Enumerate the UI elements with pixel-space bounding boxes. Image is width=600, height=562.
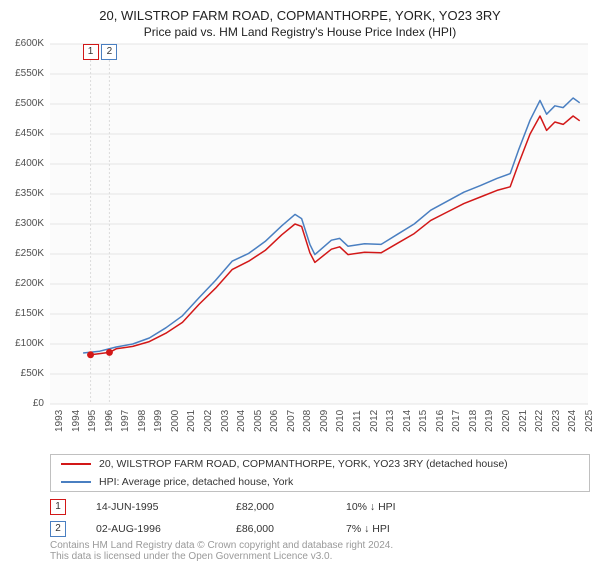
x-tick-label: 2009 — [319, 410, 330, 432]
y-tick-label: £150K — [0, 308, 44, 319]
x-tick-label: 2020 — [501, 410, 512, 432]
footer-line-1: Contains HM Land Registry data © Crown c… — [50, 540, 393, 551]
legend-swatch — [61, 481, 91, 483]
x-tick-label: 2018 — [468, 410, 479, 432]
x-tick-label: 2000 — [170, 410, 181, 432]
y-tick-label: £100K — [0, 338, 44, 349]
x-tick-label: 2013 — [385, 410, 396, 432]
x-tick-label: 1999 — [153, 410, 164, 432]
x-tick-label: 2025 — [584, 410, 595, 432]
y-tick-label: £50K — [0, 368, 44, 379]
marker-flag: 2 — [50, 521, 66, 537]
x-tick-label: 2016 — [435, 410, 446, 432]
y-tick-label: £500K — [0, 98, 44, 109]
x-tick-label: 2004 — [236, 410, 247, 432]
chart-svg — [50, 44, 588, 404]
legend-text: 20, WILSTROP FARM ROAD, COPMANTHORPE, YO… — [99, 458, 508, 470]
marker-flag: 2 — [101, 44, 117, 60]
x-tick-label: 2010 — [335, 410, 346, 432]
series-line — [91, 116, 580, 355]
x-tick-label: 1997 — [120, 410, 131, 432]
x-tick-label: 2021 — [518, 410, 529, 432]
x-tick-label: 2005 — [253, 410, 264, 432]
series-line — [83, 98, 580, 353]
x-tick-label: 2006 — [269, 410, 280, 432]
y-tick-label: £600K — [0, 38, 44, 49]
y-tick-label: £0 — [0, 398, 44, 409]
marker-flag: 1 — [83, 44, 99, 60]
chart-area: £0 £50K £100K £150K £200K £250K £300K £350K £400… — [0, 44, 600, 432]
x-tick-label: 2002 — [203, 410, 214, 432]
page: 20, WILSTROP FARM ROAD, COPMANTHORPE, YO… — [0, 0, 600, 560]
x-tick-label: 1996 — [104, 410, 115, 432]
x-tick-label: 2022 — [534, 410, 545, 432]
chart-subtitle: Price paid vs. HM Land Registry's House … — [0, 23, 600, 39]
x-tick-label: 2007 — [286, 410, 297, 432]
x-tick-label: 1998 — [137, 410, 148, 432]
x-tick-label: 2011 — [352, 410, 363, 432]
transaction-delta: 10% ↓ HPI — [346, 501, 396, 513]
x-tick-label: 2023 — [551, 410, 562, 432]
transaction-list: 1 14-JUN-1995£82,00010% ↓ HPI 2 02-AUG-1996… — [50, 496, 588, 540]
plot-region — [50, 44, 588, 404]
transaction-point — [87, 351, 94, 358]
y-tick-label: £200K — [0, 278, 44, 289]
legend-row: HPI: Average price, detached house, York — [51, 473, 589, 491]
legend-row: 20, WILSTROP FARM ROAD, COPMANTHORPE, YO… — [51, 455, 589, 473]
x-tick-label: 1994 — [71, 410, 82, 432]
x-tick-label: 1995 — [87, 410, 98, 432]
footer-line-2: This data is licensed under the Open Gov… — [50, 551, 393, 562]
legend: 20, WILSTROP FARM ROAD, COPMANTHORPE, YO… — [50, 454, 590, 492]
transaction-row: 1 14-JUN-1995£82,00010% ↓ HPI — [50, 496, 588, 518]
x-tick-label: 2015 — [418, 410, 429, 432]
transaction-row: 2 02-AUG-1996£86,0007% ↓ HPI — [50, 518, 588, 540]
transaction-date: 14-JUN-1995 — [96, 501, 236, 513]
y-tick-label: £350K — [0, 188, 44, 199]
transaction-price: £82,000 — [236, 501, 346, 513]
y-tick-label: £550K — [0, 68, 44, 79]
transaction-date: 02-AUG-1996 — [96, 523, 236, 535]
x-tick-label: 2008 — [302, 410, 313, 432]
y-tick-label: £400K — [0, 158, 44, 169]
transaction-delta: 7% ↓ HPI — [346, 523, 390, 535]
legend-swatch — [61, 463, 91, 465]
y-tick-label: £450K — [0, 128, 44, 139]
legend-text: HPI: Average price, detached house, York — [99, 476, 293, 488]
y-tick-label: £250K — [0, 248, 44, 259]
x-tick-label: 2012 — [369, 410, 380, 432]
x-tick-label: 2001 — [186, 410, 197, 432]
x-tick-label: 2017 — [451, 410, 462, 432]
x-tick-label: 2019 — [484, 410, 495, 432]
y-tick-label: £300K — [0, 218, 44, 229]
transaction-point — [106, 349, 113, 356]
x-tick-label: 2024 — [567, 410, 578, 432]
marker-flag: 1 — [50, 499, 66, 515]
transaction-price: £86,000 — [236, 523, 346, 535]
chart-title: 20, WILSTROP FARM ROAD, COPMANTHORPE, YO… — [0, 0, 600, 23]
x-tick-label: 1993 — [54, 410, 65, 432]
footer: Contains HM Land Registry data © Crown c… — [50, 540, 393, 562]
x-tick-label: 2003 — [220, 410, 231, 432]
x-tick-label: 2014 — [402, 410, 413, 432]
